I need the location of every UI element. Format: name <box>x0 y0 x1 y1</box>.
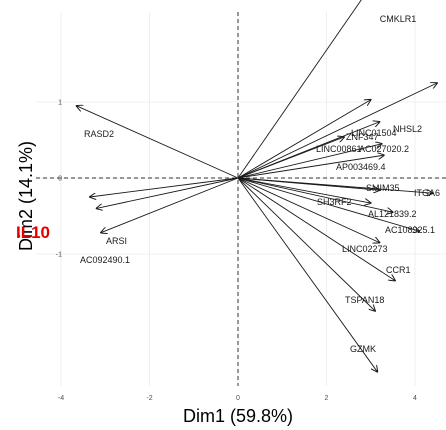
vector-label-ac092490-1: AC092490.1 <box>80 255 130 265</box>
vector-label-smim35: SMIM35 <box>366 183 400 193</box>
vector-label-ap003469-4: AP003469.4 <box>336 162 386 172</box>
x-tick-label: 4 <box>413 395 417 402</box>
vector-ccr1 <box>237 177 395 281</box>
vector-itga6 <box>237 177 433 193</box>
vector-gzmk <box>237 177 377 372</box>
vector-label-itga6: ITGA6 <box>414 188 440 198</box>
x-tick-label: -4 <box>58 395 64 402</box>
grid <box>36 12 446 386</box>
vector-label-cmklr1: CMKLR1 <box>380 14 417 24</box>
vector-linc00861 <box>237 137 344 179</box>
y-axis-title: Dim2 (14.1%) <box>16 141 36 251</box>
vector-ac027020-2 <box>237 144 382 179</box>
vector-tspan18 <box>237 177 375 311</box>
vector-al121839-2 <box>237 177 393 212</box>
vector-label-ac027020-2: AC027020.2 <box>359 144 409 154</box>
vector-label-al121839-2: AL121839.2 <box>368 209 417 219</box>
y-tick-label: -1 <box>56 252 62 259</box>
x-tick-label: -2 <box>146 395 152 402</box>
vector-linc02273 <box>237 177 380 243</box>
vector-label-linc02273: LINC02273 <box>342 244 388 254</box>
vector-label-sh3rf2: SH3RF2 <box>317 197 352 207</box>
y-tick-label: 1 <box>58 100 62 107</box>
vector-label-gzmk: GZMK <box>350 344 376 354</box>
x-tick-label: 2 <box>325 395 329 402</box>
x-tick-label: 0 <box>236 395 240 402</box>
vector-znf347 <box>237 100 371 179</box>
y-tick-label: 0 <box>58 176 62 183</box>
vector-label-linc00861: LINC00861 <box>316 144 362 154</box>
reference-lines <box>36 12 446 386</box>
vector-label-znf347: ZNF347 <box>346 132 379 142</box>
x-axis-title: Dim1 (59.8%) <box>183 406 293 426</box>
vector-label-rasd2: RASD2 <box>84 129 114 139</box>
vector-label-arsi: ARSI <box>106 236 127 246</box>
vector-il10 <box>90 177 239 197</box>
vector-label-ccr1: CCR1 <box>386 265 411 275</box>
vector-ac108925-1 <box>237 177 419 231</box>
vector-arsi <box>96 177 239 208</box>
vector-label-linc01504: LINC01504 <box>351 128 397 138</box>
vector-rasd2 <box>76 106 239 179</box>
vector-label-ac108925-1: AC108925.1 <box>385 225 435 235</box>
vector-nhsl2 <box>237 83 437 179</box>
vector-sh3rf2 <box>237 177 371 203</box>
vector-cmklr1 <box>237 0 362 179</box>
vector-label-tspan18: TSPAN18 <box>345 295 384 305</box>
tick-labels: -4 -2 0 2 4 -1 0 1 <box>56 100 417 403</box>
il10-highlight-label: IL10 <box>16 223 50 242</box>
vector-ap003469-4 <box>237 155 384 179</box>
vector-label-nhsl2: NHSL2 <box>393 124 422 134</box>
vector-ac092490-1 <box>101 177 239 233</box>
loading-vectors <box>76 0 437 372</box>
